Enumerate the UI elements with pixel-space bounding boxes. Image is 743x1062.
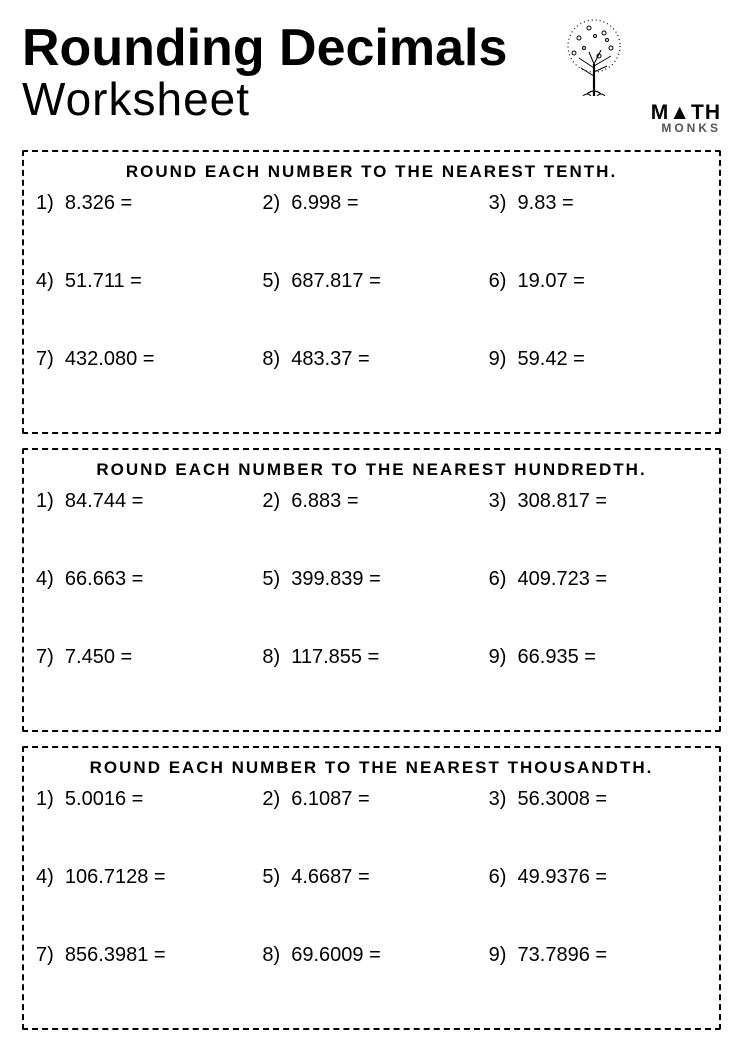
problem-cell: 7) 7.450 = (34, 646, 256, 724)
problem-cell: 9) 73.7896 = (487, 944, 709, 1022)
problem-text: 5) 4.6687 = (262, 866, 369, 889)
problem-cell: 1) 84.744 = (34, 490, 256, 568)
problem-text: 2) 6.1087 = (262, 788, 369, 811)
problem-text: 8) 483.37 = (262, 348, 369, 371)
section-title: Round each number to the nearest tenth. (34, 162, 709, 182)
problem-grid: 1) 8.326 = 2) 6.998 = 3) 9.83 = 4) 51.711 =… (34, 192, 709, 426)
problem-cell: 8) 483.37 = (260, 348, 482, 426)
problem-cell: 4) 106.7128 = (34, 866, 256, 944)
problem-cell: 1) 8.326 = (34, 192, 256, 270)
problem-text: 5) 687.817 = (262, 270, 380, 293)
problem-text: 4) 106.7128 = (36, 866, 166, 889)
problem-cell: 9) 66.935 = (487, 646, 709, 724)
problem-cell: 1) 5.0016 = (34, 788, 256, 866)
problem-text: 2) 6.883 = (262, 490, 358, 513)
section-box: Round each number to the nearest thousan… (22, 746, 721, 1030)
problem-text: 9) 66.935 = (489, 646, 596, 669)
problem-cell: 4) 66.663 = (34, 568, 256, 646)
problem-cell: 3) 56.3008 = (487, 788, 709, 866)
problem-text: 3) 56.3008 = (489, 788, 607, 811)
problem-text: 6) 409.723 = (489, 568, 607, 591)
problem-cell: 5) 687.817 = (260, 270, 482, 348)
problem-text: 1) 8.326 = (36, 192, 132, 215)
problem-text: 6) 49.9376 = (489, 866, 607, 889)
section-title: Round each number to the nearest thousan… (34, 758, 709, 778)
problem-text: 1) 5.0016 = (36, 788, 143, 811)
problem-text: 3) 308.817 = (489, 490, 607, 513)
problem-cell: 7) 856.3981 = (34, 944, 256, 1022)
problem-cell: 2) 6.1087 = (260, 788, 482, 866)
problem-text: 8) 69.6009 = (262, 944, 380, 967)
problem-cell: 8) 117.855 = (260, 646, 482, 724)
problem-text: 3) 9.83 = (489, 192, 574, 215)
problem-text: 7) 432.080 = (36, 348, 154, 371)
brand-logo: M▲TH MONKS (651, 104, 721, 134)
problem-text: 4) 66.663 = (36, 568, 143, 591)
problem-grid: 1) 5.0016 = 2) 6.1087 = 3) 56.3008 = 4) 106… (34, 788, 709, 1022)
problem-text: 8) 117.855 = (262, 646, 379, 669)
problem-text: 6) 19.07 = (489, 270, 585, 293)
problem-cell: 8) 69.6009 = (260, 944, 482, 1022)
tree-icon (549, 18, 639, 96)
problem-cell: 7) 432.080 = (34, 348, 256, 426)
problem-grid: 1) 84.744 = 2) 6.883 = 3) 308.817 = 4) 66.6… (34, 490, 709, 724)
problem-text: 5) 399.839 = (262, 568, 380, 591)
section-title: Round each number to the nearest hundred… (34, 460, 709, 480)
brand-subname: MONKS (651, 123, 721, 134)
problem-text: 9) 73.7896 = (489, 944, 607, 967)
problem-text: 7) 856.3981 = (36, 944, 166, 967)
problem-cell: 9) 59.42 = (487, 348, 709, 426)
problem-cell: 2) 6.883 = (260, 490, 482, 568)
problem-cell: 3) 9.83 = (487, 192, 709, 270)
problem-cell: 3) 308.817 = (487, 490, 709, 568)
problem-text: 7) 7.450 = (36, 646, 132, 669)
problem-text: 4) 51.711 = (36, 270, 142, 293)
problem-cell: 5) 4.6687 = (260, 866, 482, 944)
worksheet-header: Rounding Decimals Worksheet M▲TH MONKS (22, 20, 721, 150)
section-box: Round each number to the nearest tenth. 1… (22, 150, 721, 434)
problem-text: 9) 59.42 = (489, 348, 585, 371)
problem-cell: 6) 49.9376 = (487, 866, 709, 944)
problem-cell: 6) 409.723 = (487, 568, 709, 646)
problem-cell: 2) 6.998 = (260, 192, 482, 270)
section-box: Round each number to the nearest hundred… (22, 448, 721, 732)
problem-text: 2) 6.998 = (262, 192, 358, 215)
problem-cell: 5) 399.839 = (260, 568, 482, 646)
problem-text: 1) 84.744 = (36, 490, 143, 513)
problem-cell: 6) 19.07 = (487, 270, 709, 348)
problem-cell: 4) 51.711 = (34, 270, 256, 348)
